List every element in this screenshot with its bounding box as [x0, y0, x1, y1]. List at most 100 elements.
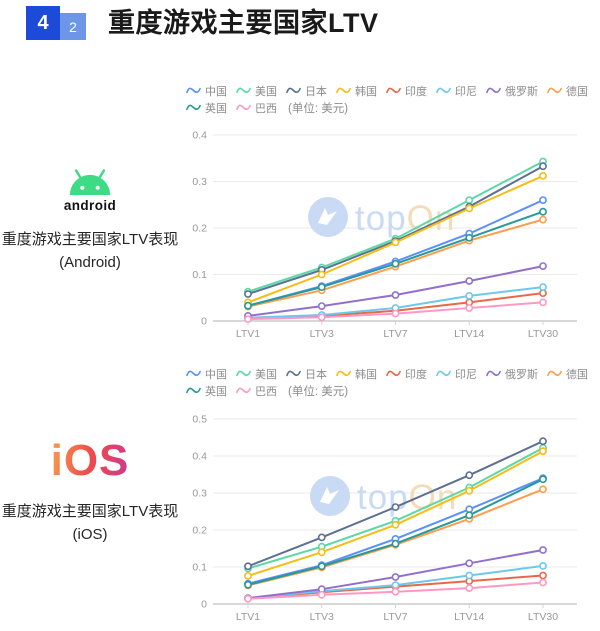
y-axis-label: 0.4 — [192, 451, 207, 463]
x-axis-label: LTV1 — [236, 328, 260, 340]
android-caption: 重度游戏主要国家LTV表现 (Android) — [2, 229, 178, 274]
legend-label: 韩国 — [355, 85, 377, 98]
data-point-marker — [391, 573, 400, 581]
x-axis-label: LTV30 — [528, 611, 558, 623]
data-point-marker — [539, 546, 547, 554]
topon-watermark: topOn — [308, 197, 455, 238]
y-axis-label: 0.2 — [192, 223, 207, 235]
legend-item-印度[interactable]: 印度 — [386, 83, 427, 99]
data-point-marker — [465, 559, 474, 568]
legend-item-巴西[interactable]: 巴西 — [236, 383, 277, 399]
wave-line-icon — [547, 370, 562, 377]
legend-item-日本[interactable]: 日本 — [286, 83, 327, 99]
wave-line-icon — [436, 370, 451, 377]
legend-item-日本[interactable]: 日本 — [286, 366, 327, 382]
legend-item-韩国[interactable]: 韩国 — [336, 366, 377, 382]
legend-item-美国[interactable]: 美国 — [236, 83, 277, 99]
data-point-marker — [391, 581, 400, 589]
data-point-marker — [244, 594, 252, 603]
android-robot-icon — [69, 169, 111, 195]
legend-item-印尼[interactable]: 印尼 — [436, 83, 477, 99]
data-point-marker — [465, 304, 474, 312]
topon-logo-swoosh — [320, 487, 339, 504]
data-point-marker — [465, 511, 474, 520]
title-badges: 4 2 — [26, 6, 86, 40]
data-point-marker — [391, 291, 400, 299]
wave-line-icon — [236, 370, 251, 377]
y-axis-label: 0 — [201, 316, 207, 328]
legend-item-印度[interactable]: 印度 — [386, 366, 427, 382]
android-logo: android — [64, 168, 116, 213]
data-point-marker — [539, 172, 547, 180]
legend-item-中国[interactable]: 中国 — [186, 83, 227, 99]
topon-watermark-text: topOn — [355, 199, 455, 238]
legend-item-英国[interactable]: 英国 — [186, 100, 227, 116]
wave-line-icon — [286, 87, 301, 94]
data-point-marker — [539, 215, 547, 224]
legend-item-印尼[interactable]: 印尼 — [436, 366, 477, 382]
legend-label: 印度 — [405, 368, 427, 381]
x-axis-label: LTV7 — [383, 611, 407, 623]
legend-item-德国[interactable]: 德国 — [547, 83, 588, 99]
ios-logo: iOS — [50, 436, 130, 485]
wave-line-icon — [186, 370, 201, 377]
legend-label: 印尼 — [455, 368, 477, 381]
data-point-marker — [539, 298, 547, 307]
page-title: 重度游戏主要国家LTV — [108, 8, 379, 38]
wave-line-icon — [547, 87, 562, 94]
x-axis-label: LTV1 — [236, 611, 260, 623]
data-point-marker — [539, 283, 547, 291]
data-point-marker — [539, 262, 547, 270]
wave-line-icon — [286, 370, 301, 377]
data-point-marker — [391, 503, 400, 511]
ios-chart-block: 中国 美国 日本 韩国 印度 印尼 俄罗斯 德国 英国 巴西 (单位: 美元) 0 0.1 0.2 0.3… — [180, 365, 600, 631]
ios-section: iOS 重度游戏主要国家LTV表现 (iOS) 中国 美国 日本 韩国 印度 印尼 俄罗斯 德… — [0, 365, 600, 631]
data-point-marker — [391, 309, 400, 318]
android-chart-block: 中国 美国 日本 韩国 印度 印尼 俄罗斯 德国 英国 巴西 (单位: 美元) 0 0.1 0.2 0.3… — [180, 82, 600, 349]
legend-item-俄罗斯[interactable]: 俄罗斯 — [486, 83, 538, 99]
data-point-marker — [465, 471, 474, 480]
data-point-marker — [244, 301, 252, 310]
data-point-marker — [539, 196, 547, 204]
wave-line-icon — [336, 87, 351, 94]
legend-label: 巴西 — [255, 102, 277, 115]
legend-label: 巴西 — [255, 385, 277, 398]
data-point-marker — [244, 290, 252, 298]
legend-label: 德国 — [566, 368, 588, 381]
data-point-marker — [317, 562, 326, 571]
android-chart-plot: 0 0.1 0.2 0.3 0.4 LTV1 LTV3 LTV7 LTV14 LTV30 topOn — [192, 130, 577, 340]
data-point-marker — [391, 259, 400, 268]
legend-item-俄罗斯[interactable]: 俄罗斯 — [486, 366, 538, 382]
wave-line-icon — [436, 87, 451, 94]
data-point-marker — [539, 437, 547, 446]
legend-item-中国[interactable]: 中国 — [186, 366, 227, 382]
ios-caption-line1: 重度游戏主要国家LTV表现 — [1, 503, 179, 520]
legend-item-德国[interactable]: 德国 — [547, 366, 588, 382]
section-number-badge: 4 — [26, 6, 60, 40]
legend-item-巴西[interactable]: 巴西 — [236, 100, 277, 116]
x-axis-label: LTV14 — [454, 328, 484, 340]
legend-item-美国[interactable]: 美国 — [236, 366, 277, 382]
legend-label: 日本 — [305, 85, 327, 98]
data-point-marker — [244, 580, 252, 589]
data-point-marker — [317, 548, 326, 557]
data-point-marker — [244, 315, 252, 323]
data-point-marker — [391, 539, 400, 548]
legend-item-英国[interactable]: 英国 — [186, 383, 227, 399]
subsection-number-badge: 2 — [60, 13, 86, 40]
data-point-marker — [465, 204, 474, 213]
data-point-marker — [391, 587, 400, 596]
wave-line-icon — [486, 87, 501, 94]
android-caption-line2: (Android) — [59, 253, 121, 271]
y-axis-label: 0.3 — [192, 488, 207, 500]
x-axis-label: LTV3 — [310, 611, 334, 623]
legend-row: 英国 巴西 (单位: 美元) — [186, 382, 600, 399]
data-point-marker — [244, 571, 252, 580]
legend-item-韩国[interactable]: 韩国 — [336, 83, 377, 99]
legend-label: 德国 — [566, 85, 588, 98]
data-point-marker — [465, 584, 474, 592]
wave-line-icon — [236, 387, 251, 394]
data-point-marker — [317, 533, 326, 542]
y-axis-label: 0.2 — [192, 525, 207, 537]
data-point-marker — [465, 571, 474, 580]
